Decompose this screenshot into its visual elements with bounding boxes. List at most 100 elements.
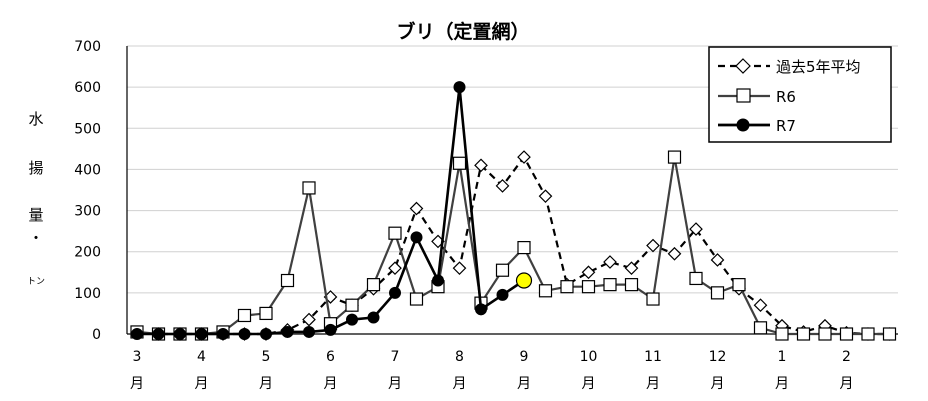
data-point-circle bbox=[432, 274, 444, 287]
data-point-square bbox=[581, 280, 596, 294]
legend-square-marker bbox=[736, 88, 751, 103]
data-point-square bbox=[882, 327, 897, 341]
data-point-circle bbox=[324, 323, 337, 336]
y-ticks: 0 100 200 300 400 500 600 700 bbox=[74, 39, 101, 343]
x-tick-month-number: 11 bbox=[644, 349, 662, 365]
data-point-circle bbox=[389, 286, 401, 299]
legend-entry-r6: R6 bbox=[718, 88, 796, 106]
data-point-diamond bbox=[581, 265, 596, 280]
y-axis-label-char: ・ bbox=[28, 229, 43, 247]
data-point-circle bbox=[174, 328, 186, 340]
data-point-circle bbox=[195, 328, 208, 340]
data-point-square bbox=[259, 306, 273, 321]
data-point-square bbox=[753, 321, 768, 335]
x-tick-month-number: 10 bbox=[580, 349, 598, 365]
data-point-square bbox=[689, 271, 703, 286]
x-tick-month-number: 8 bbox=[455, 349, 464, 365]
data-point-square bbox=[839, 327, 854, 341]
y-tick-label: 400 bbox=[74, 162, 101, 178]
data-point-diamond bbox=[409, 201, 424, 216]
data-point-square bbox=[409, 292, 424, 306]
data-point-diamond bbox=[452, 261, 467, 276]
data-point-square bbox=[603, 278, 617, 292]
x-tick-month-number: 12 bbox=[709, 349, 727, 365]
data-point-circle bbox=[238, 328, 251, 340]
data-point-circle bbox=[475, 303, 487, 316]
series-line bbox=[136, 156, 890, 336]
data-point-circle bbox=[131, 328, 143, 340]
x-tick-month-number: 5 bbox=[262, 349, 271, 365]
data-point-square bbox=[388, 226, 402, 240]
chart-title: ブリ（定置網） bbox=[396, 20, 529, 43]
data-point-diamond bbox=[474, 158, 488, 173]
data-point-square bbox=[818, 327, 832, 341]
data-point-diamond bbox=[710, 253, 725, 267]
data-point-square bbox=[237, 308, 252, 323]
y-axis-label-char: 水 bbox=[28, 110, 43, 128]
y-tick-label: 600 bbox=[74, 80, 101, 96]
legend-circle-marker bbox=[736, 118, 750, 132]
data-point-square bbox=[280, 273, 295, 288]
x-ticks: 3 月 4 月 5 月 6 月 7 月 8 月 9 月 10 月 11 月 12 月 1 月 2 月 bbox=[130, 349, 854, 392]
x-tick-month-number: 3 bbox=[133, 349, 142, 365]
data-point-square bbox=[345, 298, 359, 312]
x-tick-month-number: 6 bbox=[326, 349, 335, 365]
x-tick-month-unit: 月 bbox=[646, 376, 660, 392]
y-tick-label: 200 bbox=[74, 245, 101, 261]
data-point-highlight bbox=[515, 272, 533, 289]
data-point-square bbox=[538, 284, 553, 298]
data-point-circle bbox=[260, 328, 272, 340]
y-axis-label-char: 量 bbox=[28, 206, 43, 224]
x-tick-month-unit: 月 bbox=[517, 376, 531, 392]
y-tick-label: 0 bbox=[92, 327, 101, 343]
x-tick-month-unit: 月 bbox=[195, 376, 209, 392]
x-tick-month-unit: 月 bbox=[324, 376, 338, 392]
data-point-diamond bbox=[517, 150, 531, 164]
data-point-circle bbox=[281, 325, 294, 338]
data-point-diamond bbox=[646, 238, 660, 253]
data-point-square bbox=[796, 327, 811, 341]
y-axis-label-char: トン bbox=[27, 277, 45, 287]
y-tick-label: 500 bbox=[74, 121, 101, 137]
data-point-circle bbox=[217, 328, 229, 340]
series-line bbox=[136, 156, 890, 336]
data-point-square bbox=[775, 327, 789, 341]
legend-label: R7 bbox=[776, 117, 796, 135]
data-point-square bbox=[646, 292, 660, 306]
x-tick-month-unit: 月 bbox=[453, 376, 467, 392]
data-point-square bbox=[302, 181, 316, 195]
data-point-circle bbox=[367, 311, 380, 324]
data-point-square bbox=[452, 156, 467, 170]
x-tick-month-number: 9 bbox=[520, 349, 529, 365]
x-tick-month-unit: 月 bbox=[775, 376, 789, 392]
x-tick-month-unit: 月 bbox=[259, 376, 273, 392]
legend: 過去5年平均 R6 R7 bbox=[708, 46, 892, 143]
x-tick-month-unit: 月 bbox=[582, 376, 596, 392]
series-r7 bbox=[131, 81, 533, 340]
y-tick-label: 700 bbox=[74, 39, 101, 55]
data-point-diamond bbox=[689, 222, 703, 236]
data-point-circle bbox=[453, 81, 466, 94]
data-point-square bbox=[732, 278, 746, 292]
legend-label: R6 bbox=[776, 88, 796, 106]
data-point-square bbox=[861, 327, 875, 341]
data-point-diamond bbox=[603, 255, 617, 269]
data-point-square bbox=[495, 263, 510, 277]
x-tick-month-unit: 月 bbox=[840, 376, 854, 392]
x-tick-month-number: 2 bbox=[842, 349, 851, 365]
data-point-diamond bbox=[624, 261, 639, 276]
data-point-circle bbox=[152, 328, 165, 340]
grid bbox=[126, 45, 898, 335]
data-point-square bbox=[560, 280, 574, 294]
data-point-diamond bbox=[538, 189, 553, 204]
data-point-square bbox=[624, 278, 639, 292]
x-tick-month-unit: 月 bbox=[711, 376, 725, 392]
x-tick-month-number: 4 bbox=[197, 349, 206, 365]
y-tick-label: 100 bbox=[74, 286, 101, 302]
data-point-diamond bbox=[495, 179, 510, 193]
data-point-square bbox=[667, 150, 682, 164]
data-point-diamond bbox=[302, 312, 316, 327]
data-point-circle bbox=[496, 288, 509, 301]
data-point-diamond bbox=[753, 298, 768, 313]
